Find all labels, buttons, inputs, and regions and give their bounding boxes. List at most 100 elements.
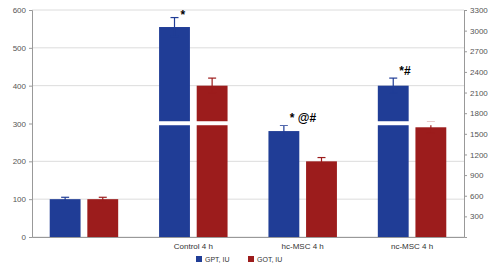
plot: 0 100 200 300 400 500 600 300 600 900 1200 1500 1800… xyxy=(13,6,489,251)
tick-label: 3000 xyxy=(470,27,488,36)
error-cap xyxy=(317,157,325,158)
tick: 0 xyxy=(22,233,32,242)
tick-mark xyxy=(464,31,467,32)
tick: 3300 xyxy=(464,6,488,15)
legend-label: GPT, IU xyxy=(205,256,230,263)
tick-label: 0 xyxy=(22,233,27,242)
bar xyxy=(50,199,81,237)
grid-line xyxy=(32,47,464,48)
tick-mark xyxy=(464,93,467,94)
tick: 2700 xyxy=(464,47,488,56)
legend-item: GOT, IU xyxy=(248,256,282,263)
tick: 300 xyxy=(13,120,32,129)
tick-label: nc-MSC 4 h xyxy=(391,242,433,251)
error-bar xyxy=(171,18,179,37)
tick-mark xyxy=(29,124,32,125)
tick-label: 1800 xyxy=(470,109,488,118)
error-cap xyxy=(427,132,435,133)
axis-line xyxy=(33,237,465,238)
bars xyxy=(32,18,464,237)
tick-label: 2100 xyxy=(470,89,488,98)
error-cap xyxy=(389,93,397,94)
tick: 500 xyxy=(13,44,32,53)
series xyxy=(87,78,446,237)
tick-mark xyxy=(464,51,467,52)
error-line xyxy=(393,78,394,93)
bar xyxy=(87,199,118,237)
tick-label: 3300 xyxy=(470,6,488,15)
chart-svg: 0 100 200 300 400 500 600 300 600 900 1200 1500 1800… xyxy=(0,0,500,269)
error-line xyxy=(212,78,213,93)
tick-mark xyxy=(464,134,467,135)
tick-mark xyxy=(464,10,467,11)
tick: 600 xyxy=(464,192,484,201)
tick-label: hc-MSC 4 h xyxy=(282,242,324,251)
tick-label: 600 xyxy=(470,192,484,201)
tick-label: Control 4 h xyxy=(174,242,213,251)
tick-mark xyxy=(29,86,32,87)
tick-mark xyxy=(464,72,467,73)
error-line xyxy=(283,125,284,136)
error-bar xyxy=(317,158,325,166)
bar xyxy=(306,161,337,237)
error-cap xyxy=(61,200,69,201)
tick-label: 600 xyxy=(13,6,27,15)
tick: 1200 xyxy=(464,151,488,160)
tick: Control 4 h xyxy=(174,237,213,251)
tick-mark xyxy=(464,175,467,176)
tick-mark xyxy=(29,10,32,11)
tick-label: 300 xyxy=(13,120,27,129)
error-cap xyxy=(317,165,325,166)
tick: hc-MSC 4 h xyxy=(282,237,324,251)
legend-swatch xyxy=(248,256,254,262)
tick-label: 100 xyxy=(13,195,27,204)
axis-line xyxy=(465,11,468,238)
tick: 100 xyxy=(13,195,32,204)
grid xyxy=(32,10,464,237)
error-line xyxy=(174,18,175,37)
error-bar xyxy=(280,125,288,136)
tick-mark xyxy=(29,199,32,200)
bar xyxy=(268,131,299,237)
bar xyxy=(159,27,190,237)
bar xyxy=(197,86,228,237)
tick: 200 xyxy=(13,157,32,166)
tick: 900 xyxy=(464,171,484,180)
tick: 3000 xyxy=(464,27,488,36)
tick-mark xyxy=(29,237,32,238)
legend-swatch xyxy=(196,256,202,262)
legend-item: GPT, IU xyxy=(196,256,230,263)
legend-label: GOT, IU xyxy=(257,256,282,263)
tick: 2400 xyxy=(464,68,488,77)
tick-mark xyxy=(464,196,467,197)
tick-label: 2700 xyxy=(470,47,488,56)
tick-label: 200 xyxy=(13,157,27,166)
annotation: * @# xyxy=(290,111,317,125)
axis-break xyxy=(32,121,464,125)
error-cap xyxy=(171,36,179,37)
tick: 1500 xyxy=(464,130,488,139)
error-cap xyxy=(208,93,216,94)
x-axis: Control 4 h hc-MSC 4 h nc-MSC 4 h xyxy=(33,237,465,251)
bar xyxy=(415,127,446,237)
tick: 2100 xyxy=(464,89,488,98)
tick: 300 xyxy=(464,212,484,221)
axis-line xyxy=(29,11,33,238)
tick: 400 xyxy=(13,82,32,91)
annotation: *# xyxy=(399,64,411,78)
tick-label: 1200 xyxy=(470,151,488,160)
tick-mark xyxy=(29,161,32,162)
error-cap xyxy=(208,77,216,78)
y2-axis: 300 600 900 1200 1500 1800 2100 2400 2700 3000 330… xyxy=(464,6,488,237)
error-bar xyxy=(99,197,107,201)
tick-label: 500 xyxy=(13,44,27,53)
tick-mark xyxy=(29,48,32,49)
y-axis: 0 100 200 300 400 500 600 xyxy=(13,6,33,242)
tick-label: 400 xyxy=(13,82,27,91)
error-cap xyxy=(280,136,288,137)
tick: 1800 xyxy=(464,109,488,118)
error-cap xyxy=(99,197,107,198)
error-cap xyxy=(171,17,179,18)
error-bar xyxy=(389,78,397,93)
error-cap xyxy=(61,197,69,198)
